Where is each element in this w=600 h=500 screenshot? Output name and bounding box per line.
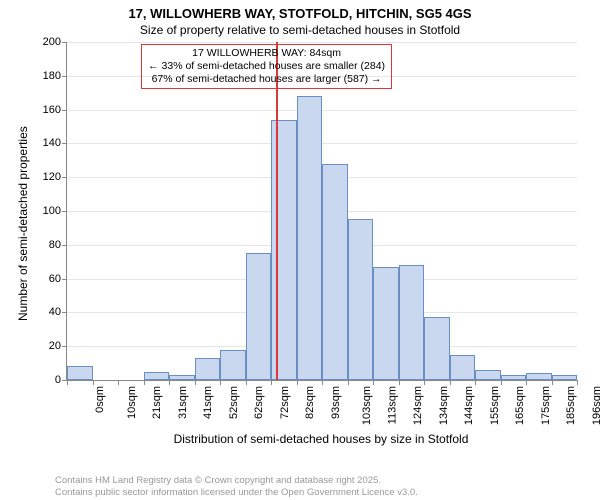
callout-box: 17 WILLOWHERB WAY: 84sqm← 33% of semi-de… [141,44,392,89]
x-tick-label: 31sqm [177,386,189,419]
x-tick-mark [552,380,553,385]
x-tick-mark [93,380,94,385]
histogram-bar [271,120,297,380]
y-tick-label: 180 [43,70,67,82]
x-tick-mark [169,380,170,385]
y-tick-label: 0 [55,374,67,386]
callout-line1: 17 WILLOWHERB WAY: 84sqm [148,47,385,60]
x-tick-mark [424,380,425,385]
x-tick-mark [195,380,196,385]
callout-line3: 67% of semi-detached houses are larger (… [148,73,385,86]
x-tick-mark [501,380,502,385]
x-tick-label: 196sqm [591,386,600,425]
histogram-bar [246,253,272,380]
x-tick-label: 185sqm [565,386,577,425]
x-tick-mark [322,380,323,385]
x-tick-label: 134sqm [438,386,450,425]
histogram-bar [297,96,323,380]
histogram-bar [501,375,527,380]
x-axis-label: Distribution of semi-detached houses by … [66,432,576,446]
y-tick-label: 40 [49,306,67,318]
x-tick-label: 82sqm [304,386,316,419]
y-tick-label: 100 [43,205,67,217]
x-tick-mark [297,380,298,385]
chart-title: 17, WILLOWHERB WAY, STOTFOLD, HITCHIN, S… [0,0,600,23]
histogram-bar [169,375,195,380]
x-tick-label: 21sqm [151,386,163,419]
grid-line [67,110,577,111]
footer-line-2: Contains public sector information licen… [55,487,600,498]
y-tick-label: 20 [49,340,67,352]
x-tick-mark [399,380,400,385]
callout-line2: ← 33% of semi-detached houses are smalle… [148,60,385,73]
x-tick-mark [526,380,527,385]
histogram-chart: 17, WILLOWHERB WAY, STOTFOLD, HITCHIN, S… [0,0,600,500]
x-tick-mark [144,380,145,385]
x-tick-mark [220,380,221,385]
x-tick-label: 175sqm [540,386,552,425]
x-tick-label: 113sqm [386,386,398,424]
x-tick-mark [475,380,476,385]
x-tick-label: 10sqm [126,386,138,419]
x-tick-label: 0sqm [94,386,106,413]
histogram-bar [220,350,246,380]
y-axis-label: Number of semi-detached properties [16,126,30,321]
x-tick-label: 62sqm [253,386,265,419]
grid-line [67,143,577,144]
x-tick-label: 72sqm [279,386,291,419]
grid-line [67,42,577,43]
x-tick-mark [348,380,349,385]
chart-footer: Contains HM Land Registry data © Crown c… [0,475,600,498]
histogram-bar [67,366,93,380]
x-tick-label: 93sqm [330,386,342,419]
histogram-bar [195,358,221,380]
y-tick-label: 160 [43,104,67,116]
y-tick-label: 60 [49,273,67,285]
x-tick-label: 52sqm [228,386,240,419]
x-tick-mark [373,380,374,385]
histogram-bar [322,164,348,380]
x-tick-mark [246,380,247,385]
x-tick-label: 124sqm [412,386,424,425]
histogram-bar [552,375,578,380]
plot-area: 0204060801001201401601802000sqm10sqm21sq… [66,42,577,381]
histogram-bar [399,265,425,380]
x-tick-label: 103sqm [361,386,373,425]
y-tick-label: 140 [43,137,67,149]
x-tick-mark [67,380,68,385]
y-tick-label: 120 [43,171,67,183]
x-tick-label: 41sqm [202,386,214,419]
x-tick-mark [271,380,272,385]
x-tick-label: 144sqm [463,386,475,425]
reference-line [276,42,278,380]
x-tick-label: 165sqm [514,386,526,425]
x-tick-mark [118,380,119,385]
histogram-bar [373,267,399,380]
chart-subtitle: Size of property relative to semi-detach… [0,23,600,41]
histogram-bar [450,355,476,380]
histogram-bar [475,370,501,380]
histogram-bar [526,373,552,380]
footer-line-1: Contains HM Land Registry data © Crown c… [55,475,600,486]
histogram-bar [144,372,170,380]
histogram-bar [424,317,450,380]
x-tick-label: 155sqm [489,386,501,425]
x-tick-mark [450,380,451,385]
y-tick-label: 80 [49,239,67,251]
x-tick-mark [577,380,578,385]
histogram-bar [348,219,374,380]
y-tick-label: 200 [43,36,67,48]
